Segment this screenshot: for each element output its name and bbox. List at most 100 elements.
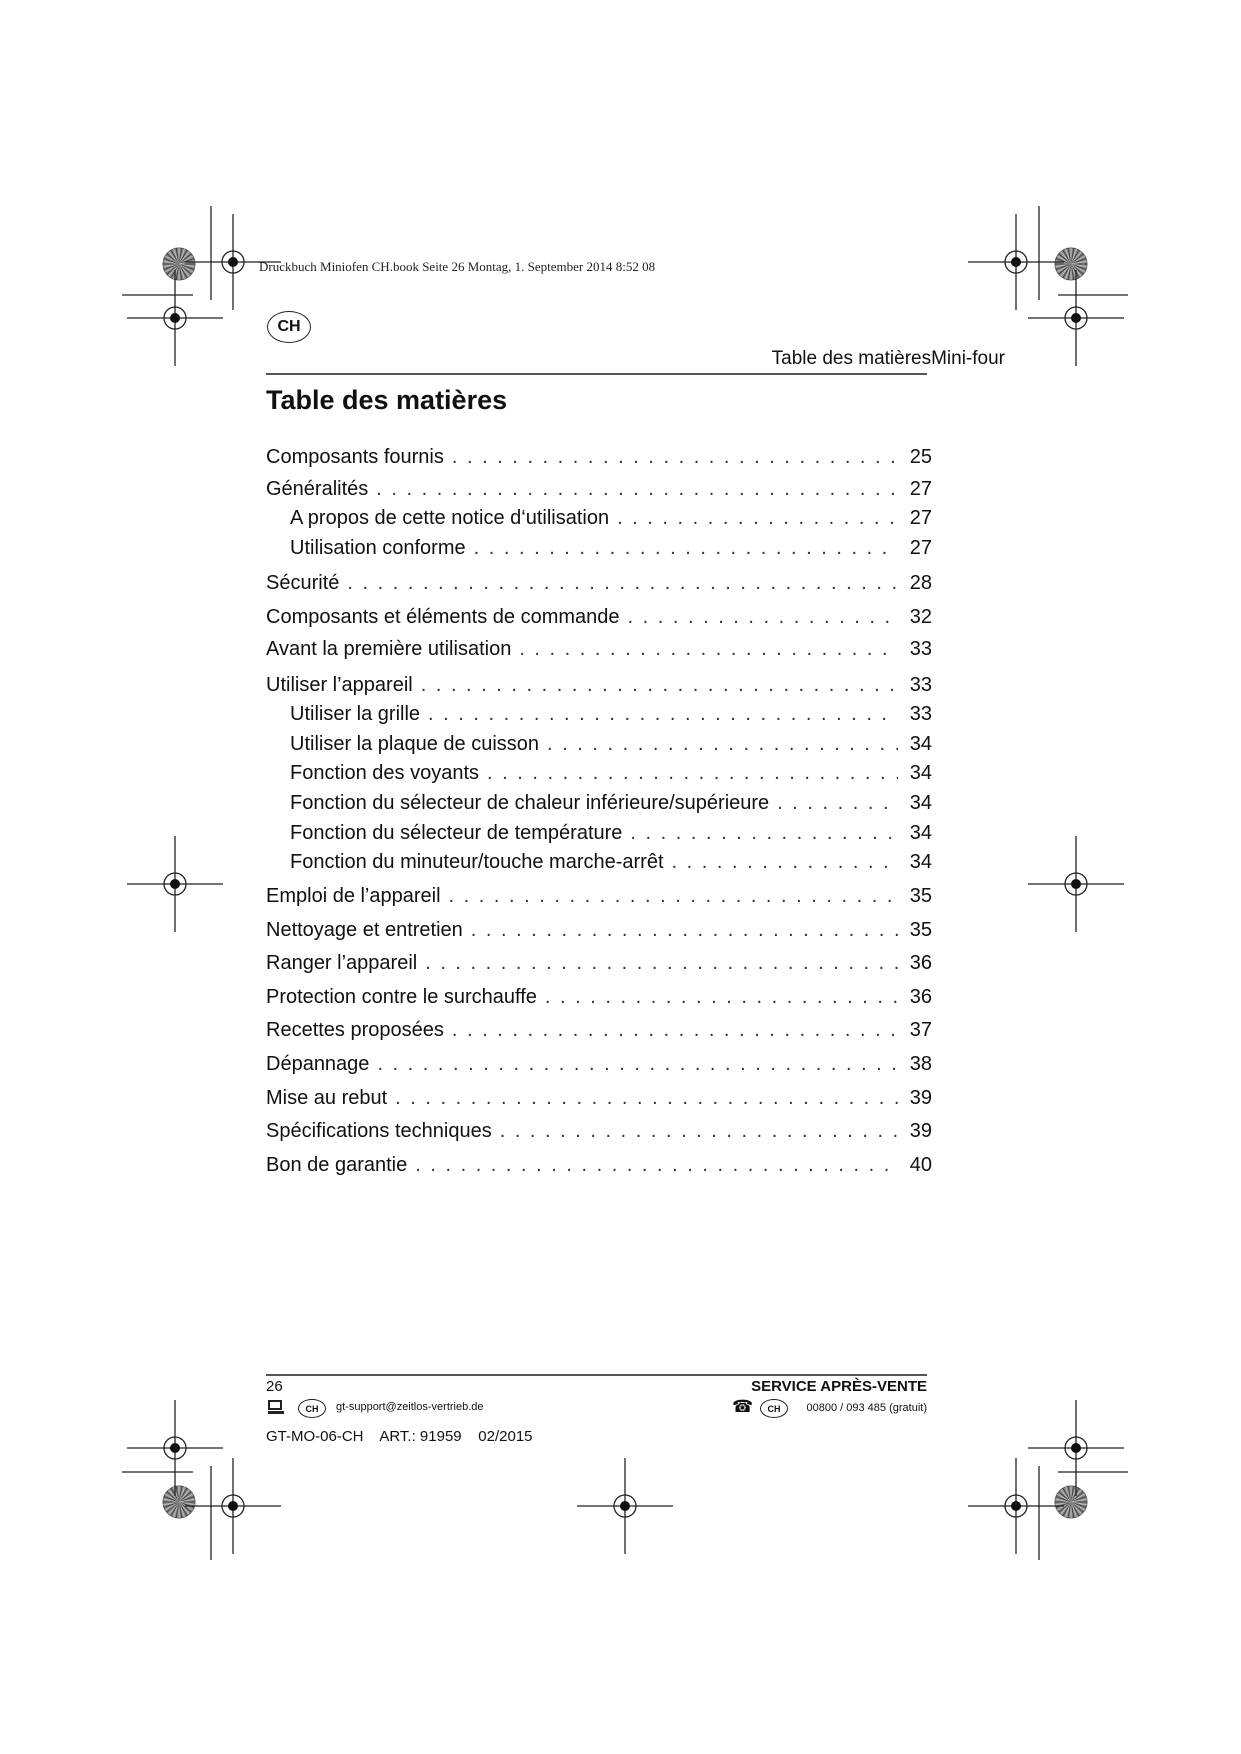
- toc-entry-page: 27: [909, 537, 932, 559]
- toc-entry-label: Utiliser la grille: [290, 703, 421, 725]
- register-dot: [170, 313, 180, 323]
- toc-entry-label: Bon de garantie: [266, 1154, 408, 1176]
- toc-entry[interactable]: Spécifications techniques 39: [266, 1120, 932, 1143]
- header-rule: [266, 373, 927, 375]
- toc-entry-page: 34: [909, 733, 932, 755]
- dot-leader: [672, 851, 898, 874]
- dot-leader: [500, 1120, 898, 1143]
- dot-leader: [628, 606, 898, 629]
- toc-entry-label: Utilisation conforme: [290, 537, 466, 559]
- toc-entry-label: Spécifications techniques: [266, 1120, 492, 1142]
- toc-entry-page: 36: [909, 986, 932, 1008]
- register-dot: [170, 879, 180, 889]
- dot-leader: [395, 1087, 898, 1110]
- toc-entry[interactable]: Fonction du sélecteur de température 34: [290, 822, 932, 845]
- register-circle: [1004, 250, 1028, 274]
- toc-entry[interactable]: Fonction du minuteur/touche marche-arrêt…: [290, 851, 932, 874]
- toc-entry-label: Avant la première utilisation: [266, 638, 512, 660]
- toc-entry[interactable]: Emploi de l’appareil 35: [266, 885, 932, 908]
- toc-entry-label: Généralités: [266, 478, 369, 500]
- toc-entry-label: Composants fournis: [266, 446, 444, 468]
- toc-entry-page: 38: [909, 1053, 932, 1075]
- page-number: 26: [266, 1378, 283, 1395]
- dot-leader: [547, 733, 898, 756]
- register-circle: [1064, 306, 1088, 330]
- toc-entry-page: 35: [909, 919, 932, 941]
- register-dot: [228, 257, 238, 267]
- toc-entry-page: 27: [909, 478, 932, 500]
- register-circle: [163, 306, 187, 330]
- star-ray: [1070, 1498, 1087, 1503]
- dot-leader: [474, 537, 898, 560]
- toc-entry[interactable]: Ranger l’appareil 36: [266, 952, 932, 975]
- toc-entry-page: 34: [909, 762, 932, 784]
- dot-leader: [519, 638, 898, 661]
- toc-entry-page: 33: [909, 674, 932, 696]
- toc-entry[interactable]: Dépannage 38: [266, 1053, 932, 1076]
- toc-entry-label: Recettes proposées: [266, 1019, 444, 1041]
- star-ray: [1070, 260, 1087, 265]
- support-email[interactable]: gt-support@zeitlos-vertrieb.de: [336, 1401, 484, 1413]
- toc-entry-page: 28: [909, 572, 932, 594]
- toc-entry[interactable]: Composants fournis 25: [266, 446, 932, 469]
- toc-entry[interactable]: Fonction du sélecteur de chaleur inférie…: [290, 792, 932, 815]
- toc-entry-page: 35: [909, 885, 932, 907]
- toc-entry[interactable]: Protection contre le surchauffe 36: [266, 986, 932, 1009]
- toc-entry[interactable]: Sécurité 28: [266, 572, 932, 595]
- toc-entry[interactable]: Recettes proposées 37: [266, 1019, 932, 1042]
- toc-entry-page: 39: [909, 1120, 932, 1142]
- support-phone: 00800 / 093 485 (gratuit): [806, 1402, 927, 1414]
- toc-entry-page: 33: [909, 638, 932, 660]
- toc-entry[interactable]: Utiliser la plaque de cuisson 34: [290, 733, 932, 756]
- toc-entry[interactable]: Avant la première utilisation 33: [266, 638, 932, 661]
- dot-leader: [452, 446, 898, 469]
- dot-leader: [377, 1053, 898, 1076]
- toc-entry-label: Dépannage: [266, 1053, 370, 1075]
- toc-entry-label: A propos de cette notice d‘utilisation: [290, 507, 610, 529]
- toc-entry[interactable]: Utiliser l’appareil 33: [266, 674, 932, 697]
- toc-entry-page: 27: [909, 507, 932, 529]
- toc-entry[interactable]: Généralités 27: [266, 478, 932, 501]
- register-circle: [221, 250, 245, 274]
- toc-entry-label: Protection contre le surchauffe: [266, 986, 537, 1008]
- dot-leader: [421, 674, 898, 697]
- toc-entry[interactable]: Fonction des voyants 34: [290, 762, 932, 785]
- service-label: SERVICE APRÈS-VENTE: [751, 1378, 927, 1395]
- register-dot: [1071, 1443, 1081, 1453]
- toc-entry[interactable]: Utiliser la grille 33: [290, 703, 932, 726]
- register-dot: [1011, 1501, 1021, 1511]
- email-country-badge: CH: [298, 1399, 326, 1418]
- toc-entry[interactable]: Utilisation conforme 27: [290, 537, 932, 560]
- toc-entry[interactable]: A propos de cette notice d‘utilisation 27: [290, 507, 932, 530]
- dot-leader: [449, 885, 898, 908]
- footer-rule: [266, 1374, 927, 1376]
- country-badge: CH: [267, 311, 311, 343]
- toc-entry-label: Fonction du minuteur/touche marche-arrêt: [290, 851, 664, 873]
- register-circle: [163, 872, 187, 896]
- toc-entry-label: Fonction du sélecteur de température: [290, 822, 623, 844]
- dot-leader: [428, 703, 898, 726]
- toc-entry[interactable]: Composants et éléments de commande 32: [266, 606, 932, 629]
- dot-leader: [487, 762, 898, 785]
- article-line: GT-MO-06-CH ART.: 91959 02/2015: [266, 1428, 533, 1445]
- toc-entry-page: 37: [909, 1019, 932, 1041]
- register-circle: [1064, 1436, 1088, 1460]
- toc-entry[interactable]: Nettoyage et entretien 35: [266, 919, 932, 942]
- toc-entry-label: Composants et éléments de commande: [266, 606, 620, 628]
- telephone-icon: ☎: [732, 1397, 754, 1416]
- toc-entry-label: Utiliser l’appareil: [266, 674, 413, 696]
- dot-leader: [617, 507, 898, 530]
- dot-leader: [630, 822, 898, 845]
- toc-entry-label: Fonction du sélecteur de chaleur inférie…: [290, 792, 770, 814]
- toc-entry[interactable]: Mise au rebut 39: [266, 1087, 932, 1110]
- register-dot: [620, 1501, 630, 1511]
- toc-entry-page: 39: [909, 1087, 932, 1109]
- toc-entry-label: Fonction des voyants: [290, 762, 479, 784]
- phone-country-badge: CH: [760, 1399, 788, 1418]
- page-title: Table des matières: [266, 385, 508, 415]
- dot-leader: [471, 919, 898, 942]
- toc-entry-label: Mise au rebut: [266, 1087, 388, 1109]
- toc-entry[interactable]: Bon de garantie 40: [266, 1154, 932, 1177]
- dot-leader: [425, 952, 898, 975]
